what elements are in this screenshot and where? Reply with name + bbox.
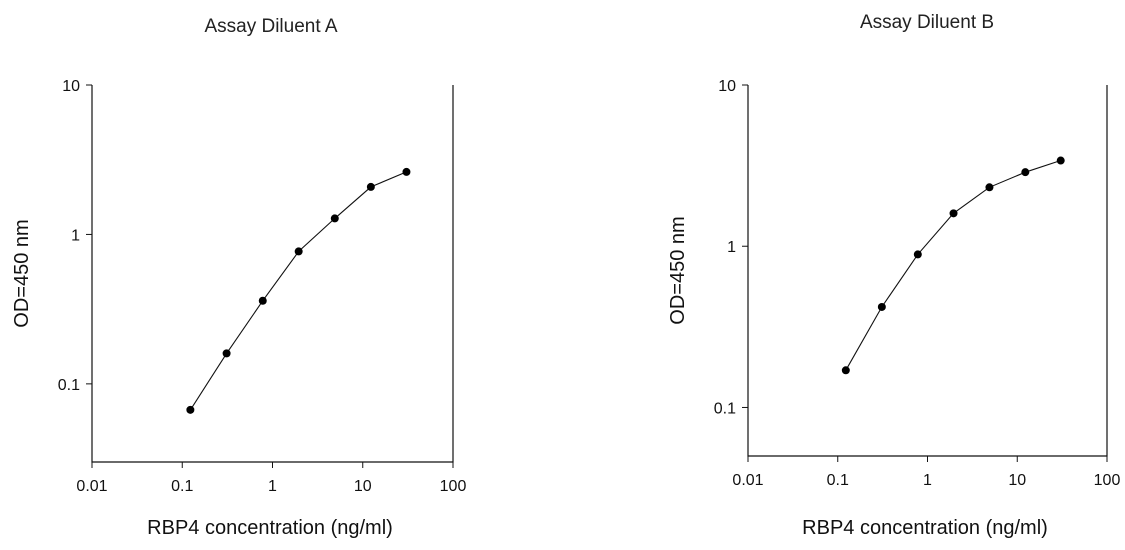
series-line bbox=[189, 171, 407, 411]
x-axis-label: RBP4 concentration (ng/ml) bbox=[802, 517, 1048, 539]
y-tick-label: 10 bbox=[718, 78, 736, 95]
y-tick-label: 0.1 bbox=[58, 377, 80, 394]
data-point bbox=[294, 247, 303, 256]
x-tick-label: 0.1 bbox=[171, 478, 193, 495]
data-point bbox=[186, 405, 195, 414]
series-line bbox=[845, 159, 1061, 371]
data-point bbox=[402, 167, 411, 176]
x-tick-label: 10 bbox=[354, 478, 372, 495]
x-tick-label: 0.01 bbox=[732, 472, 763, 489]
data-point bbox=[985, 183, 994, 192]
data-point bbox=[913, 250, 922, 259]
data-point bbox=[1021, 168, 1030, 177]
data-point bbox=[258, 296, 267, 305]
data-point bbox=[841, 366, 850, 375]
y-tick-label: 10 bbox=[62, 78, 80, 95]
plot-frame bbox=[747, 85, 1108, 457]
data-point bbox=[949, 209, 958, 218]
chart-panel-1: Assay Diluent A 0.01 0.1 1 10 100 0.1 1 10 OD=450… bbox=[11, 16, 466, 539]
data-point bbox=[1056, 156, 1065, 165]
y-axis-label: OD=450 nm bbox=[11, 219, 33, 327]
x-tick-label: 1 bbox=[923, 472, 932, 489]
x-tick-label: 100 bbox=[1094, 472, 1121, 489]
chart-panel-2: Assay Diluent B 0.01 0.1 1 10 100 0.1 1 10 OD=450… bbox=[667, 12, 1120, 539]
plot-frame bbox=[91, 85, 454, 463]
x-tick-label: 0.01 bbox=[76, 478, 107, 495]
x-tick-label: 10 bbox=[1008, 472, 1026, 489]
data-point bbox=[222, 349, 231, 358]
data-point bbox=[877, 302, 886, 311]
chart-title: Assay Diluent A bbox=[204, 16, 337, 37]
y-tick-label: 1 bbox=[71, 227, 80, 244]
y-axis-label: OD=450 nm bbox=[667, 216, 689, 324]
data-point bbox=[330, 214, 339, 223]
x-axis-label: RBP4 concentration (ng/ml) bbox=[147, 517, 393, 539]
x-tick-label: 1 bbox=[268, 478, 277, 495]
data-point bbox=[366, 182, 375, 191]
y-tick-label: 1 bbox=[727, 239, 736, 256]
chart-title: Assay Diluent B bbox=[860, 12, 994, 33]
y-tick-label: 0.1 bbox=[714, 400, 736, 417]
x-tick-label: 0.1 bbox=[827, 472, 849, 489]
x-tick-label: 100 bbox=[440, 478, 467, 495]
